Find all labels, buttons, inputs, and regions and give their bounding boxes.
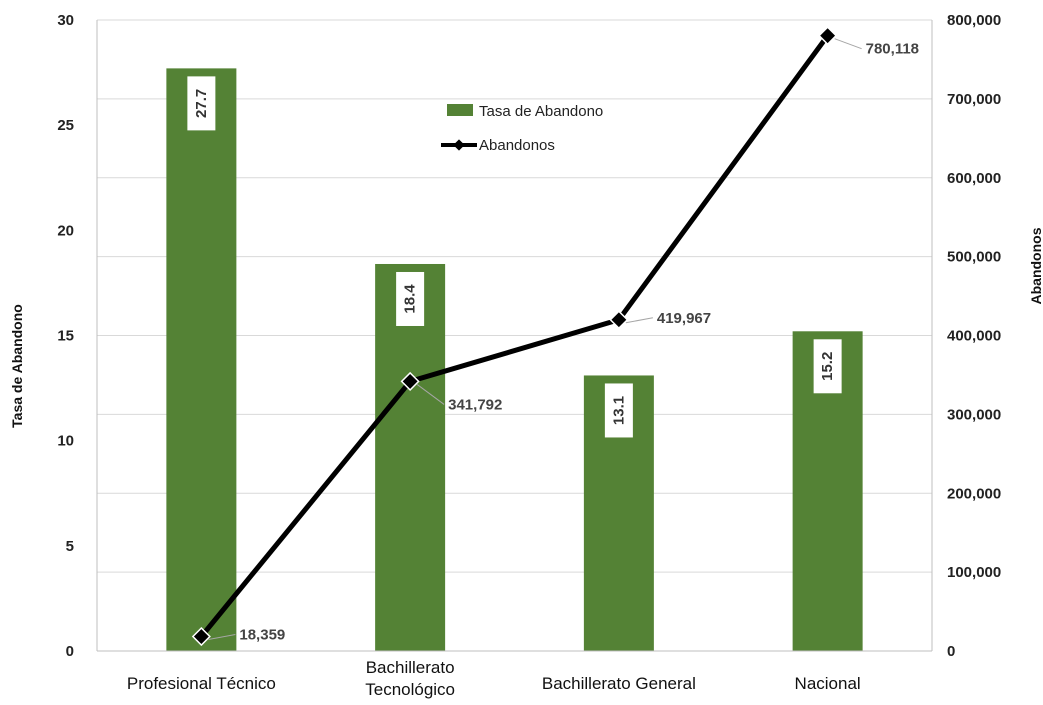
x-category-label: Profesional Técnico: [127, 674, 276, 693]
line-path: [199, 34, 830, 639]
axes: [96, 20, 933, 652]
y-tick-label: 10: [57, 433, 74, 450]
line-value-label: 18,359: [239, 627, 285, 644]
y2-tick-label: 700,000: [947, 91, 1001, 108]
y-tick-label: 20: [57, 222, 74, 239]
y-tick-label: 25: [57, 117, 74, 134]
label-leader: [208, 634, 236, 641]
left-axis-ticks: 0 5 10 15 20 25 30: [57, 12, 74, 660]
bar-label-box: [396, 271, 425, 326]
line-marker: [609, 310, 629, 330]
line-series: [191, 26, 838, 647]
bar-label-box: [813, 339, 842, 394]
line-value-label: 419,967: [657, 310, 711, 327]
bar: [375, 263, 446, 651]
y2-tick-label: 200,000: [947, 485, 1001, 502]
legend: Tasa de Abandono Abandonos: [441, 103, 603, 154]
y2-tick-label: 100,000: [947, 564, 1001, 581]
label-leader: [416, 384, 445, 405]
right-axis-ticks: 0 100,000 200,000 300,000 400,000 500,000 600,…: [947, 12, 1001, 660]
y2-axis-title: Abandonos: [1028, 227, 1043, 304]
y2-tick-label: 600,000: [947, 170, 1001, 187]
y2-tick-label: 500,000: [947, 249, 1001, 266]
x-category-label: Nacional: [795, 674, 861, 693]
label-leader: [834, 38, 862, 50]
bar-series: [166, 68, 863, 652]
line-value-labels: 18,359 341,792 419,967 780,118: [208, 38, 919, 644]
legend-line-marker: [453, 139, 465, 151]
y-axis-title: Tasa de Abandono: [9, 304, 25, 428]
y2-tick-label: 0: [947, 643, 955, 660]
x-category-label: Bachillerato General: [542, 674, 696, 693]
line-marker: [191, 626, 211, 647]
legend-bar-swatch: [447, 104, 473, 116]
bar-value-label: 13.1: [610, 396, 627, 425]
y-tick-label: 5: [66, 538, 74, 555]
line-value-label: 341,792: [448, 396, 502, 413]
x-category-label: Bachillerato Tecnológico: [365, 658, 455, 699]
legend-line-label: Abandonos: [479, 137, 555, 154]
bar-value-label: 27.7: [193, 89, 210, 118]
bar-value-label: 18.4: [402, 284, 419, 314]
bar-label-box: [604, 383, 633, 438]
line-value-label: 780,118: [866, 41, 919, 58]
line-marker: [400, 371, 420, 391]
bar-value-label: 15.2: [819, 352, 836, 381]
legend-bar-label: Tasa de Abandono: [479, 103, 603, 120]
label-leader: [625, 317, 653, 324]
y-tick-label: 30: [57, 12, 74, 29]
bar-label-box: [187, 76, 216, 131]
line-marker: [818, 26, 838, 46]
y2-tick-label: 300,000: [947, 406, 1001, 423]
y-tick-label: 0: [66, 643, 74, 660]
category-labels: Profesional Técnico Bachillerato Tecnológi…: [127, 658, 861, 699]
bar-value-labels: 27.7 18.4 13.1 15.2: [187, 76, 842, 438]
y2-tick-label: 400,000: [947, 328, 1001, 345]
y2-tick-label: 800,000: [947, 12, 1001, 29]
bar: [166, 68, 237, 652]
y-tick-label: 15: [57, 328, 74, 345]
